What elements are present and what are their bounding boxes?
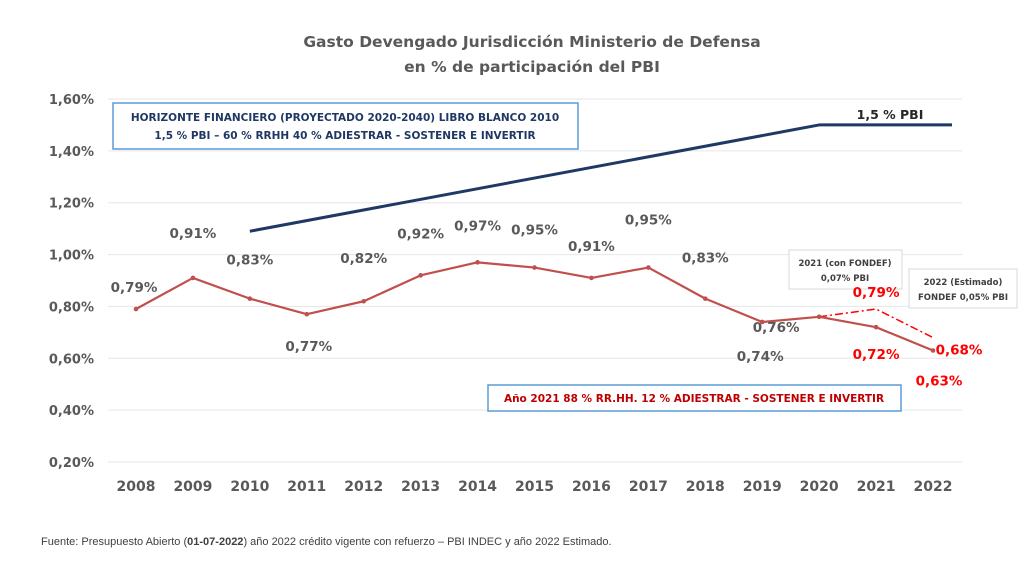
fondef-data-label: 0,79%: [853, 285, 900, 301]
data-point: [133, 306, 139, 312]
y-tick-label: 0,20%: [49, 456, 94, 471]
x-tick-label: 2016: [572, 479, 611, 495]
data-point: [304, 311, 310, 317]
data-point: [930, 348, 936, 353]
source-prefix: Fuente: Presupuesto Abierto (: [41, 536, 187, 548]
anio-2021-annotation-box: Año 2021 88 % RR.HH. 12 % ADIESTRAR - SO…: [487, 384, 902, 412]
data-label: 0,77%: [285, 339, 332, 355]
data-point: [873, 324, 879, 330]
series-horizonte: [249, 123, 952, 233]
y-tick-label: 1,20%: [49, 197, 94, 212]
x-tick-label: 2009: [173, 479, 212, 495]
data-point: [816, 314, 822, 320]
fondef-2021-line2: 0,07% PBI: [821, 274, 869, 284]
anio-2021-box-text: Año 2021 88 % RR.HH. 12 % ADIESTRAR - SO…: [504, 393, 884, 405]
data-point: [475, 260, 480, 265]
x-tick-label: 2015: [515, 479, 554, 495]
data-label: 0,95%: [625, 213, 672, 229]
fondef-2021-line1: 2021 (con FONDEF): [798, 259, 891, 269]
x-axis-ticks: 2008 2009 2010 2011 2012 2013 2014 2015 2016 2017…: [117, 479, 953, 495]
series-fondef: [819, 308, 934, 339]
data-point: [646, 265, 651, 270]
horizonte-end-label: 1,5 % PBI: [857, 107, 924, 122]
x-tick-label: 2021: [857, 479, 896, 495]
data-label: 0,83%: [682, 251, 729, 267]
data-label: 0,95%: [511, 223, 558, 239]
horizonte-box-line1: HORIZONTE FINANCIERO (PROYECTADO 2020-20…: [131, 112, 559, 124]
source-suffix: ) año 2022 crédito vigente con refuerzo …: [243, 536, 611, 548]
y-axis-ticks: 0,20% 0,40% 0,60% 0,80% 1,00% 1,20% 1,40% 1,60%: [49, 93, 94, 471]
fondef-2022-annotation-box: 2022 (Estimado) FONDEF 0,05% PBI: [908, 268, 1018, 309]
gridlines: [108, 98, 962, 463]
x-tick-label: 2012: [344, 479, 383, 495]
horizonte-annotation-box: HORIZONTE FINANCIERO (PROYECTADO 2020-20…: [112, 102, 579, 150]
data-point: [589, 275, 594, 281]
data-point: [247, 296, 253, 301]
data-label: 0,79%: [111, 280, 158, 296]
x-tick-label: 2008: [117, 479, 156, 495]
x-tick-label: 2014: [458, 479, 497, 495]
data-label: 0,72%: [853, 347, 900, 363]
x-tick-label: 2020: [800, 479, 839, 495]
fondef-dashed-line: [819, 308, 934, 339]
chart-subtitle: en % de participación del PBI: [404, 58, 660, 76]
data-label: 0,82%: [340, 251, 387, 267]
data-label: 0,76%: [753, 320, 800, 336]
y-tick-label: 1,60%: [49, 93, 94, 108]
x-tick-label: 2013: [401, 479, 440, 495]
horizonte-box-line2: 1,5 % PBI – 60 % RRHH 40 % ADIESTRAR - S…: [154, 130, 535, 142]
y-tick-label: 1,00%: [49, 249, 94, 264]
source-note: Fuente: Presupuesto Abierto (01-07-2022)…: [41, 536, 612, 548]
fondef-2022-line1: 2022 (Estimado): [924, 278, 1003, 288]
data-label: 0,63%: [916, 374, 963, 390]
fondef-2022-line2: FONDEF 0,05% PBI: [918, 293, 1008, 303]
data-label: 0,91%: [170, 226, 217, 242]
y-tick-label: 0,60%: [49, 352, 94, 367]
source-date: 01-07-2022: [187, 536, 243, 548]
data-point: [759, 319, 765, 325]
data-label: 0,83%: [226, 253, 273, 269]
data-label: 0,91%: [568, 239, 615, 255]
x-tick-label: 2018: [686, 479, 725, 495]
data-label: 0,97%: [454, 218, 501, 234]
fondef-2021-annotation-box: 2021 (con FONDEF) 0,07% PBI: [788, 249, 903, 290]
horizonte-line: [249, 123, 952, 233]
data-point: [418, 273, 423, 278]
data-point: [702, 296, 708, 301]
data-point: [532, 265, 537, 270]
series-gasto-devengado: [133, 260, 936, 353]
data-label: 0,74%: [737, 349, 784, 365]
y-tick-label: 0,40%: [49, 404, 94, 419]
x-tick-label: 2010: [230, 479, 269, 495]
data-point: [190, 275, 196, 281]
x-tick-label: 2011: [287, 479, 326, 495]
fondef-data-label: 0,68%: [936, 343, 983, 359]
x-tick-label: 2022: [914, 479, 953, 495]
y-tick-label: 0,80%: [49, 300, 94, 315]
chart-title: Gasto Devengado Jurisdicción Ministerio …: [303, 33, 760, 51]
data-labels: 0,79% 0,91% 0,83% 0,77% 0,82% 0,92% 0,97% 0,95%…: [111, 213, 983, 390]
x-tick-label: 2019: [743, 479, 782, 495]
x-tick-label: 2017: [629, 479, 668, 495]
data-point: [361, 298, 367, 304]
y-tick-label: 1,40%: [49, 145, 94, 160]
data-label: 0,92%: [397, 226, 444, 242]
